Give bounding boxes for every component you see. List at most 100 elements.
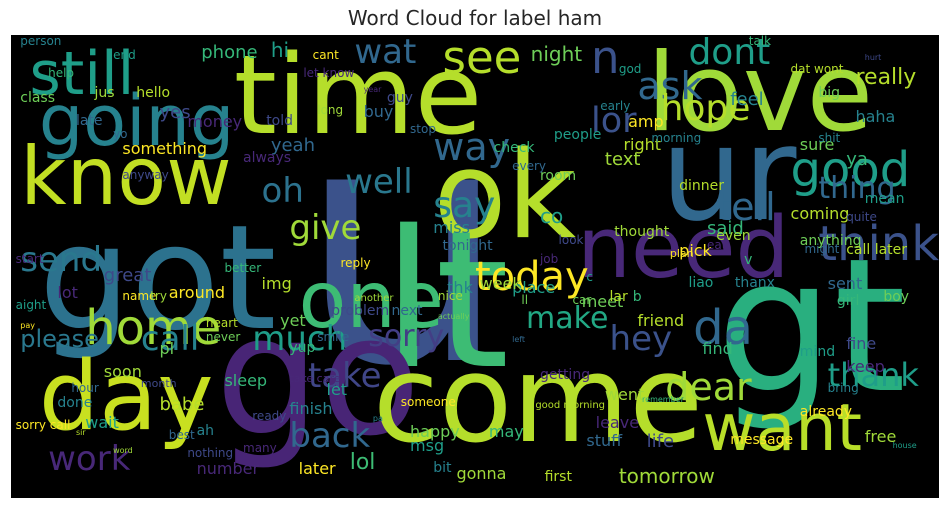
cloud-word: heart	[205, 316, 238, 331]
cloud-word: many	[243, 441, 277, 456]
cloud-word: pa	[372, 413, 383, 423]
cloud-word: life	[646, 431, 675, 453]
cloud-word: look	[558, 233, 584, 248]
cloud-word: god	[618, 61, 642, 76]
cloud-word: message	[730, 432, 794, 449]
cloud-word: meet	[581, 292, 624, 312]
cloud-word: let know	[303, 66, 355, 81]
cloud-word: mean	[864, 191, 905, 208]
cloud-word: co	[539, 204, 564, 229]
cloud-word: got	[38, 194, 277, 364]
cloud-word: gonna	[456, 463, 507, 483]
cloud-word: every	[512, 159, 547, 173]
cloud-word: yeah	[270, 134, 315, 156]
cloud-word: dont	[688, 35, 771, 73]
cloud-word: tomorrow	[618, 463, 715, 488]
cloud-word: number	[196, 458, 260, 478]
cloud-word: sleep	[224, 370, 268, 390]
cloud-word: dinner	[679, 177, 725, 194]
cloud-word: first	[544, 469, 572, 486]
cloud-word: yup	[289, 339, 316, 356]
cloud-word: yo	[113, 126, 128, 141]
cloud-word: lt	[382, 190, 510, 412]
cloud-word: someone	[400, 395, 456, 410]
cloud-word: see	[442, 35, 522, 84]
cloud-word: already	[799, 404, 853, 421]
cloud-word: time	[233, 35, 483, 159]
cloud-word: left	[512, 334, 526, 344]
cloud-word: actually	[437, 311, 470, 321]
cloud-word: finish	[289, 398, 333, 418]
cloud-word: people	[553, 126, 602, 143]
cloud-word: went	[604, 384, 645, 404]
cloud-word: give	[289, 207, 362, 248]
cloud-word: feel	[730, 88, 764, 110]
cloud-word: back	[289, 416, 371, 457]
cloud-word: good	[790, 142, 911, 199]
cloud-word: start	[15, 251, 44, 266]
cloud-word: room	[539, 168, 577, 185]
cloud-word: hour	[71, 381, 99, 396]
cloud-word: right	[623, 134, 662, 154]
cloud-word: person	[20, 35, 62, 48]
cloud-word: love	[646, 35, 874, 156]
cloud-word: ok	[433, 126, 577, 266]
cloud-word: oh	[261, 170, 304, 211]
cloud-word: jus	[94, 84, 115, 101]
cloud-word: class	[20, 89, 56, 106]
cloud-word: done	[57, 395, 93, 412]
cloud-word: c	[586, 270, 593, 285]
cloud-word: year	[363, 84, 382, 94]
cloud-word: liao	[688, 274, 714, 291]
cloud-word: car	[572, 293, 592, 308]
cloud-word: free	[864, 426, 897, 446]
cloud-word: sure	[799, 134, 835, 154]
cloud-word: hi	[270, 37, 290, 62]
cloud-word: v	[744, 251, 753, 268]
cloud-word: buy	[363, 102, 394, 122]
cloud-word: hey	[609, 319, 673, 360]
cloud-word: yes	[159, 102, 191, 124]
cloud-word: come	[372, 330, 704, 470]
cloud-word: sorry	[368, 319, 445, 355]
cloud-word: go	[215, 280, 421, 473]
cloud-word: bit	[433, 459, 452, 476]
cloud-word: thought	[614, 223, 670, 240]
cloud-word: pl	[159, 338, 175, 358]
cloud-word: may	[488, 421, 524, 441]
cloud-word: stuff	[586, 431, 623, 451]
cloud-word: stop	[410, 121, 436, 136]
cloud-word: pay	[20, 321, 35, 331]
cloud-word: sent	[827, 273, 863, 293]
cloud-word: take	[307, 356, 382, 397]
cloud-word: always	[243, 149, 292, 166]
cloud-word: thank	[827, 356, 919, 395]
cloud-word: morning	[651, 131, 702, 146]
cloud-word: msg	[410, 435, 445, 455]
cloud-word: please	[20, 324, 99, 353]
cloud-word: talk	[748, 35, 772, 48]
cloud-word: much	[252, 319, 348, 360]
cloud-word: mind	[799, 344, 836, 361]
cloud-word: one	[298, 255, 444, 346]
cloud-word: word	[113, 446, 133, 456]
cloud-word: never	[205, 330, 241, 345]
cloud-word: lol	[349, 449, 376, 475]
cloud-word: tell	[716, 184, 776, 229]
cloud-word: da	[693, 299, 753, 356]
cloud-word: smile	[317, 330, 350, 345]
cloud-word: quite	[846, 209, 877, 224]
cloud-word: u	[298, 54, 508, 439]
cloud-word: wait	[85, 412, 119, 432]
cloud-word: night	[530, 42, 583, 67]
cloud-word: amp	[628, 111, 664, 131]
cloud-word: problem	[331, 302, 390, 319]
cloud-word: babe	[159, 394, 205, 416]
cloud-word: find	[702, 338, 733, 358]
cloud-word: another	[354, 293, 394, 305]
cloud-word: bring	[827, 381, 859, 396]
figure-title: Word Cloud for label ham	[347, 6, 603, 30]
cloud-word: coming	[790, 204, 850, 224]
cloud-word: tonight	[442, 237, 493, 254]
cloud-word: going	[38, 79, 235, 162]
